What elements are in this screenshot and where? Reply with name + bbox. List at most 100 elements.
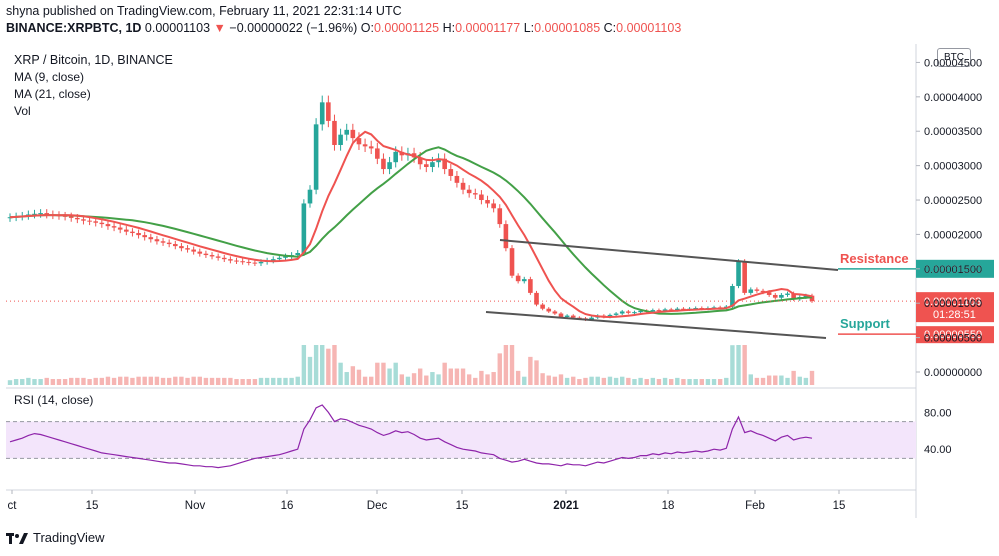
candle-body xyxy=(344,129,350,135)
volume-bar xyxy=(185,377,190,385)
candle xyxy=(209,252,215,260)
candle-body xyxy=(93,221,99,223)
candle-body xyxy=(430,162,435,168)
candle xyxy=(252,259,258,267)
candle-body xyxy=(7,217,13,219)
candle-body xyxy=(460,182,466,190)
candle-body xyxy=(607,314,613,317)
time-tick-label: Feb xyxy=(745,500,765,512)
volume-bar xyxy=(754,377,760,385)
candle-body xyxy=(558,313,564,317)
volume-bar xyxy=(797,376,802,385)
candle-body xyxy=(270,259,276,261)
open-label: O: xyxy=(360,21,374,35)
volume-bar xyxy=(583,377,588,385)
volume-bar xyxy=(693,379,698,385)
candle-body xyxy=(209,255,215,257)
volume-bar xyxy=(699,379,705,385)
candle xyxy=(105,220,111,230)
candle xyxy=(779,293,784,300)
volume-bar xyxy=(589,376,594,385)
candle xyxy=(387,156,392,175)
volume-bar xyxy=(344,372,349,385)
candle xyxy=(479,190,484,205)
volume-bar xyxy=(644,379,649,385)
candle xyxy=(246,259,252,266)
volume-bar xyxy=(179,376,184,385)
volume-bar xyxy=(546,375,551,385)
volume-bar xyxy=(20,379,25,385)
candle xyxy=(203,250,209,258)
symbol-name[interactable]: BINANCE:XRPBTC, 1D xyxy=(6,21,142,35)
candle-body xyxy=(742,261,747,293)
rsi-label[interactable]: RSI (14, close) xyxy=(14,393,94,407)
footer-brand: TradingView xyxy=(33,530,105,545)
volume-bar xyxy=(650,377,656,385)
volume-bar xyxy=(736,345,741,385)
candle-body xyxy=(111,226,117,228)
volume-bar xyxy=(81,377,86,385)
candle-body xyxy=(117,227,123,230)
volume-bar xyxy=(93,377,98,385)
candle-body xyxy=(791,293,796,300)
volume-bar xyxy=(234,379,239,385)
resistance-price-text: 0.00001500 xyxy=(924,264,982,276)
price-tick-label: 0.00002500 xyxy=(924,195,982,207)
volume-bar xyxy=(620,376,625,385)
publisher-line: shyna published on TradingView.com, Febr… xyxy=(6,4,402,18)
volume-bar xyxy=(601,377,607,385)
candle-body xyxy=(748,289,754,293)
candle-body xyxy=(503,224,509,249)
legend-ma21[interactable]: MA (21, close) xyxy=(14,87,91,101)
candle xyxy=(172,240,178,250)
candle-body xyxy=(197,251,203,254)
candle xyxy=(313,118,319,195)
candle xyxy=(240,258,245,265)
low-label: L: xyxy=(523,21,535,35)
candle-body xyxy=(534,292,539,305)
candle-body xyxy=(215,256,221,258)
current-price-tag xyxy=(916,292,994,323)
legend-title: XRP / Bitcoin, 1D, BINANCE xyxy=(14,53,173,67)
high-value: 0.00001177 xyxy=(455,21,521,35)
volume-bar xyxy=(99,377,105,385)
candle xyxy=(38,209,43,218)
candle-body xyxy=(160,241,166,243)
candle-body xyxy=(228,259,233,261)
candle-body xyxy=(172,244,178,247)
volume-bar xyxy=(522,376,527,385)
time-tick-label: 15 xyxy=(833,500,846,512)
candle-body xyxy=(552,311,558,314)
tradingview-footer[interactable]: TradingView xyxy=(6,530,105,545)
legend-ma9[interactable]: MA (9, close) xyxy=(14,70,85,84)
candle xyxy=(32,209,37,219)
time-tick-label: 15 xyxy=(456,500,469,512)
resistance-label: Resistance xyxy=(840,251,909,266)
volume-bar xyxy=(166,377,172,385)
volume-bar xyxy=(528,356,533,385)
candle-body xyxy=(240,261,245,263)
candle-body xyxy=(668,309,674,311)
candle xyxy=(332,114,337,151)
volume-bar xyxy=(509,345,515,385)
candle xyxy=(632,310,637,315)
candle-body xyxy=(307,189,313,204)
time-tick-label: 16 xyxy=(281,500,294,512)
volume-bar xyxy=(191,376,196,385)
price-change: −0.00000022 (−1.96%) xyxy=(229,21,358,35)
volume-bar xyxy=(485,374,490,385)
candle-body xyxy=(246,261,252,263)
volume-bar xyxy=(117,376,123,385)
legend-vol[interactable]: Vol xyxy=(14,104,31,118)
candle-body xyxy=(454,175,460,183)
candle-body xyxy=(338,134,343,145)
candle xyxy=(754,287,760,293)
volume-bar xyxy=(381,362,386,385)
volume-bar xyxy=(552,376,558,385)
currency-button[interactable]: BTC xyxy=(937,48,971,67)
candle xyxy=(338,128,343,151)
volume-bar xyxy=(13,379,19,385)
candle-body xyxy=(154,239,160,242)
volume-bar xyxy=(295,376,300,385)
